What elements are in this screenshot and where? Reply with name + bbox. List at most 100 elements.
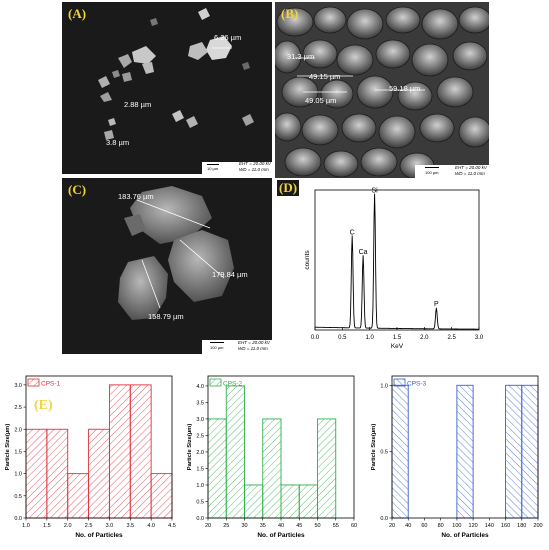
plot-frame [25,375,173,519]
x-tick-label: 2.0 [420,335,429,341]
sem-image-a: (A) 6.26 µm 2.88 µm 3.8 µm 10 µm EHT = 2… [62,2,272,174]
eht-label-b: EHT = 20.00 kV [455,165,487,170]
y-tick-label: 1.5 [196,466,204,472]
peak-label: Si [371,188,378,195]
y-tick-label: 0.5 [14,494,22,500]
x-tick-label: 4.5 [168,523,176,529]
y-tick-label: 0.5 [196,499,204,505]
x-tick-label: 20 [205,523,211,529]
histogram-bar [67,473,90,519]
histogram-bar [505,384,523,519]
x-tick-label: 1.0 [22,523,30,529]
x-tick-label: 120 [469,523,478,529]
x-tick-label: 1.5 [43,523,51,529]
histogram-bar [521,384,539,519]
histogram-bar [150,473,173,519]
measurement-label: 49.15 µm [309,72,341,81]
scale-bar-a [207,164,219,165]
x-tick-label: 60 [421,523,427,529]
histogram-bar [225,385,245,519]
spectrum-line [314,193,480,330]
x-tick-label: 50 [314,523,320,529]
x-tick-label: 25 [223,523,229,529]
x-tick-label: 200 [533,523,542,529]
legend-swatch [393,378,406,387]
histogram-cps-3: 20 40 60 80 100 120 140 160 180 200 0.0 0.5 1.0 No. o… [371,375,543,539]
legend: CPS-2 [209,378,243,388]
legend-swatch [27,378,40,387]
sem-image-b: (B) 31.3 µm 49.15 µm 49.05 µm 59.18 µm 1… [275,2,489,178]
eht-label-a: EHT = 20.00 kV [239,161,271,166]
wd-label-a: WD = 11.0 mm [239,167,269,172]
panel-label-b: (B) [281,6,299,21]
panel-label-d: (D) [277,180,300,196]
x-tick-label: 1.5 [393,335,402,341]
histogram-bar [25,428,48,519]
y-tick-label: 2.5 [14,405,22,411]
eds-panel-d: (D) C Ca Si P 0.0 0.5 1.0 1.5 2.0 2.5 3.0 KeV counts [275,180,489,352]
wd-label-b: WD = 11.0 mm [455,171,485,176]
sem-texture-b [275,6,489,178]
histogram-bar [298,484,318,519]
y-axis-label: Particle Size(µm) [371,424,377,471]
legend-label: CPS-3 [407,381,427,388]
scale-bar-c [210,342,224,343]
peak-label: Ca [359,249,368,256]
y-tick-label: 2.0 [14,427,22,433]
x-tick-label: 160 [501,523,510,529]
x-axis-label: No. of Particles [75,532,123,539]
sem-particles-a [98,8,254,140]
histogram-bar [46,428,69,519]
legend-swatch [209,378,222,387]
plot-frame [314,189,480,331]
x-tick-label: 1.0 [365,335,374,341]
sem-image-c: (C) 183.76 µm 179.84 µm 158.79 µm 100 µm… [62,178,272,354]
x-tick-label: 0.5 [338,335,347,341]
x-tick-label: 2.0 [64,523,72,529]
y-tick-label: 1.5 [14,449,22,455]
x-tick-label: 3.0 [106,523,114,529]
measurement-label: 2.88 µm [124,100,152,109]
info-box-c [202,340,272,354]
legend: CPS-3 [393,378,427,388]
panel-label-c: (C) [68,182,87,197]
histogram-bar [207,418,227,519]
legend-label: CPS-1 [41,381,61,388]
histogram-bar [244,484,264,519]
plot-frame [391,375,539,519]
x-axis-label: KeV [391,343,404,350]
x-tick-label: 35 [260,523,266,529]
scale-label-a: 10 µm [207,166,219,171]
y-axis-label: Particle Size(µm) [187,424,193,471]
measurement-label: 183.76 µm [118,192,154,201]
legend: CPS-1 [27,378,61,388]
histogram-cps-1: 1.0 1.5 2.0 2.5 3.0 3.5 4.0 4.5 0.0 0.5 1.0 1.5 2.0 2… [5,375,176,539]
x-tick-label: 20 [389,523,395,529]
measurement-label: 158.79 µm [148,312,184,321]
panel-label-e: (E) [34,398,53,413]
x-axis-label: No. of Particles [257,532,305,539]
scale-bar-b [425,167,439,168]
y-tick-label: 3.0 [14,383,22,389]
x-tick-label: 2.5 [447,335,456,341]
x-tick-label: 4.0 [147,523,155,529]
scale-label-c: 100 µm [210,345,224,350]
histogram-bar [280,484,300,519]
y-tick-label: 0.0 [196,516,204,522]
y-tick-label: 3.5 [196,400,204,406]
y-tick-label: 1.0 [380,383,388,389]
x-tick-label: 3.5 [126,523,134,529]
legend-label: CPS-2 [223,381,243,388]
x-tick-label: 55 [333,523,339,529]
x-tick-label: 3.0 [475,335,484,341]
histogram-bar [129,384,152,519]
measurement-label: 179.84 µm [212,270,248,279]
info-box-b [415,165,489,178]
measurement-label: 31.3 µm [287,52,315,61]
y-tick-label: 0.0 [380,516,388,522]
measurement-label: 59.18 µm [389,84,421,93]
y-tick-label: 2.5 [196,433,204,439]
y-axis-label: counts [304,250,311,270]
peak-label: C [350,230,355,237]
x-tick-label: 140 [485,523,494,529]
